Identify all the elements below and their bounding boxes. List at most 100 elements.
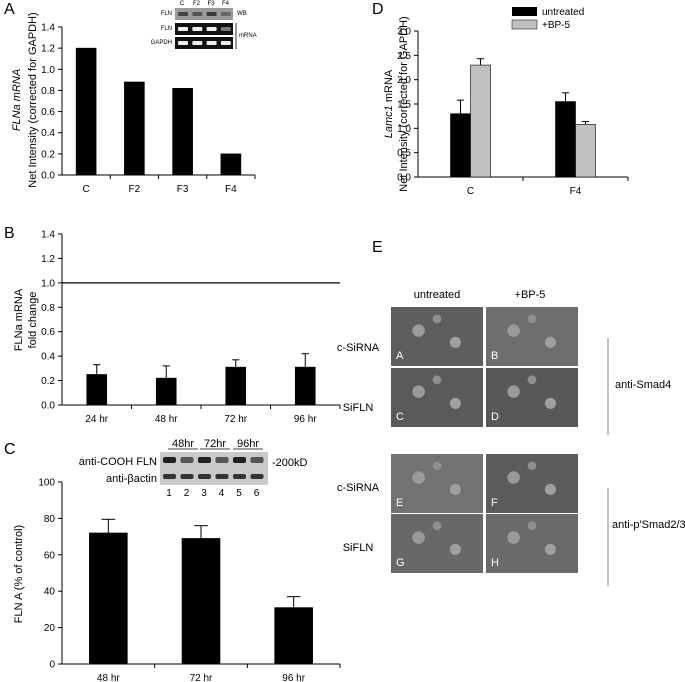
micrograph-letter: C — [396, 411, 404, 423]
y-tick-label: 40 — [44, 587, 56, 598]
bar — [181, 538, 221, 665]
inset-band — [178, 12, 188, 16]
bar — [555, 101, 576, 178]
inset-lane-label: F4 — [222, 1, 230, 7]
y-tick-label: 2.0 — [397, 75, 411, 86]
blot-label-cooh: anti-COOH FLN — [79, 456, 157, 468]
micrograph-d: D — [486, 368, 578, 427]
row-label-4: SiFLN — [343, 542, 374, 554]
blot-lane-number: 3 — [201, 488, 207, 499]
row-label-2: SiFLN — [343, 402, 374, 414]
bar — [155, 377, 177, 406]
inset-band — [178, 27, 188, 31]
micrograph-letter: B — [491, 350, 499, 362]
x-tick-label: F2 — [129, 184, 141, 195]
x-tick-label: 96 hr — [282, 673, 305, 682]
inset-lane-label: F3 — [207, 1, 215, 7]
micrograph-letter: F — [491, 497, 498, 509]
inset-band — [192, 12, 203, 16]
x-tick-label: F4 — [225, 184, 237, 195]
y-tick-label: 1.0 — [41, 278, 55, 289]
blot-label-actin: anti-βactin — [106, 473, 157, 485]
y-tick-label: 0 — [49, 660, 55, 671]
inset-mrna-tag: mRNA — [239, 33, 257, 39]
x-tick-label: C — [467, 186, 474, 197]
bar — [294, 366, 316, 406]
y-tick-label: 60 — [44, 550, 56, 561]
micrograph-letter: H — [491, 557, 499, 569]
y-tick-label: 0.8 — [41, 86, 55, 97]
y-tick-label: 0.0 — [41, 171, 55, 182]
blot-time-label: 96hr — [237, 438, 259, 450]
blot-band-actin — [215, 474, 229, 479]
blot-lane-number: 1 — [166, 488, 172, 499]
row-label-1: c-SiRNA — [337, 342, 380, 354]
blot-band-actin — [198, 474, 211, 479]
blot-background — [160, 452, 268, 485]
panel-d-ylabel-suffix: mRNA — [383, 69, 395, 105]
panel-letter-d: D — [372, 1, 384, 18]
row-label-3: c-SiRNA — [337, 482, 380, 494]
col-label-bp5: +BP-5 — [515, 289, 546, 301]
y-tick-label: 1.0 — [41, 65, 55, 76]
panel-a-ylabel: Net Intensity (corrected for GAPDH) — [27, 12, 39, 187]
blot-lane-number: 2 — [184, 488, 190, 499]
antibody-label-smad4: anti-Smad4 — [615, 379, 671, 391]
inset-band — [220, 27, 231, 31]
panel-a-ylabel-italic: FLNa mRNA — [11, 69, 23, 131]
legend-swatch-bp5 — [511, 19, 538, 30]
inset-band — [206, 12, 217, 16]
x-tick-label: 72 hr — [190, 673, 213, 682]
bar — [225, 366, 247, 406]
blot-time-label: 48hr — [172, 438, 194, 450]
blot-time-label: 72hr — [204, 438, 226, 450]
panel-b-ylabel2: fold change — [27, 292, 39, 349]
x-tick-label: 96 hr — [294, 414, 317, 425]
y-tick-label: 0.5 — [397, 148, 411, 159]
blot-band-actin — [250, 474, 264, 479]
x-tick-label: 48 hr — [155, 414, 178, 425]
inset-wb-blot — [175, 8, 233, 20]
blot-band-actin — [180, 474, 194, 479]
panel-b-ylabel: FLNa mRNA — [13, 288, 25, 351]
panel-letter-a: A — [4, 1, 15, 18]
micrograph-letter: D — [491, 411, 499, 423]
panel-d-ylabel2: Net Intensity (corrected for GAPDH) — [398, 16, 410, 191]
y-tick-label: 0.2 — [41, 376, 55, 387]
panel-letter-b: B — [4, 225, 15, 242]
y-tick-label: 0.6 — [41, 107, 55, 118]
inset-mrna-gel — [175, 23, 233, 35]
y-tick-label: 0.0 — [41, 401, 55, 412]
inset-wb-tag: WB — [237, 11, 247, 17]
inset-row-label: GAPDH — [151, 40, 172, 46]
inset-band — [192, 27, 203, 31]
bar — [86, 374, 108, 406]
micrograph-letter: A — [396, 350, 404, 362]
y-tick-label: 0.4 — [41, 352, 55, 363]
y-tick-label: 100 — [38, 478, 55, 489]
blot-band-actin — [163, 474, 176, 479]
inset-row-label: FLN — [161, 11, 172, 17]
y-tick-label: 2.5 — [397, 51, 411, 62]
bar — [470, 64, 491, 178]
y-tick-label: 3.0 — [397, 27, 411, 38]
micrograph-g: G — [391, 514, 483, 573]
legend-label-bp5: +BP-5 — [542, 20, 571, 31]
y-tick-label: 0.8 — [41, 303, 55, 314]
inset-gapdh-gel — [175, 37, 233, 49]
panel-letter-e: E — [372, 239, 383, 256]
panel-letter-c: C — [4, 441, 16, 458]
y-tick-label: 1.0 — [397, 124, 411, 135]
inset-lane-label: F2 — [193, 1, 201, 7]
panel-d-ylabel: Lamc1 mRNA — [383, 69, 395, 138]
y-tick-label: 1.2 — [41, 254, 55, 265]
blot-band-cooh — [233, 457, 246, 463]
blot-lane-number: 5 — [236, 488, 242, 499]
inset-lane-label: C — [180, 1, 185, 7]
inset-band — [220, 12, 231, 16]
x-tick-label: 48 hr — [97, 673, 120, 682]
micrograph-a: A — [391, 307, 483, 366]
y-tick-label: 1.5 — [397, 100, 411, 111]
y-tick-label: 0.2 — [41, 149, 55, 160]
inset-band — [178, 41, 188, 45]
